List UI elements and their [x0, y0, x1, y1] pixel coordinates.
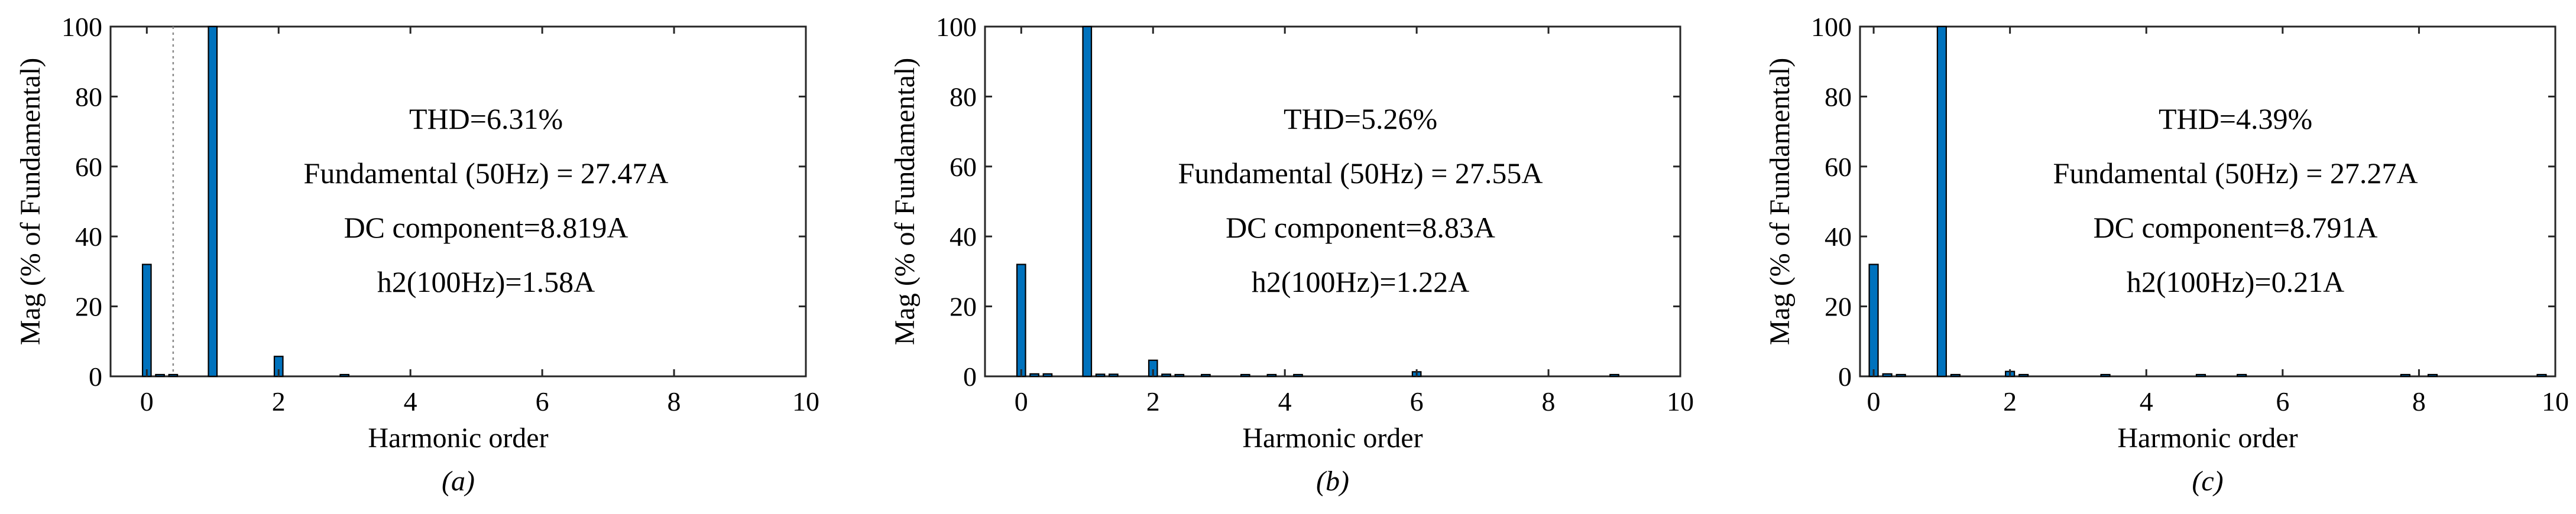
bar-h9.8: [2536, 373, 2547, 378]
bar-h0: [1868, 263, 1879, 378]
plot-frame: [984, 25, 1681, 378]
x-tick-label: 0: [1867, 386, 1881, 417]
x-tick-label: 8: [668, 386, 681, 417]
bar-h2.8: [1201, 373, 1211, 378]
x-tick-label: 10: [2542, 386, 2569, 417]
x-tick-label: 10: [792, 386, 819, 417]
panel-caption: (a): [442, 466, 475, 497]
x-tick-label: 2: [272, 386, 286, 417]
annotation-line-3: DC component=8.819A: [344, 211, 628, 244]
bar-h1.2: [1950, 373, 1961, 378]
annotation-line-4: h2(100Hz)=1.22A: [1252, 265, 1469, 298]
annotation-line-2: Fundamental (50Hz) = 27.27A: [2053, 157, 2418, 190]
x-tick-label: 8: [1542, 386, 1556, 417]
annotation-line-4: h2(100Hz)=0.21A: [2127, 265, 2344, 298]
x-tick-label: 0: [1015, 386, 1028, 417]
y-tick-label: 80: [950, 82, 977, 112]
y-tick-label: 100: [61, 12, 102, 42]
bar-h5.4: [2237, 373, 2247, 378]
bar-h0.4: [168, 373, 179, 378]
x-tick-label: 10: [1667, 386, 1694, 417]
y-tick-label: 40: [1825, 222, 1852, 252]
bar-h2.4: [1174, 373, 1185, 378]
annotation-line-2: Fundamental (50Hz) = 27.47A: [304, 157, 669, 190]
bar-h8.2: [2427, 373, 2438, 378]
y-tick-label: 100: [1811, 12, 1852, 42]
bar-h0.4: [1895, 373, 1906, 378]
x-tick-label: 0: [140, 386, 154, 417]
bar-h4.8: [2195, 373, 2206, 378]
bar-h0.2: [155, 373, 165, 378]
x-tick-label: 6: [536, 386, 549, 417]
bar-h1: [1082, 25, 1093, 378]
x-axis-label: Harmonic order: [1242, 422, 1423, 454]
annotation-line-4: h2(100Hz)=1.58A: [377, 265, 595, 298]
bar-h3: [339, 373, 350, 378]
bar-h0.2: [1029, 373, 1039, 378]
x-tick-label: 2: [1146, 386, 1160, 417]
y-tick-label: 60: [75, 152, 102, 182]
annotation-line-1: THD=6.31%: [409, 102, 563, 135]
x-tick-label: 8: [2412, 386, 2426, 417]
y-axis-label: Mag (% of Fundamental): [889, 58, 921, 346]
y-tick-label: 20: [950, 292, 977, 322]
plot-frame: [109, 25, 807, 378]
annotation-line-1: THD=5.26%: [1284, 102, 1437, 135]
panel-caption: (c): [2192, 466, 2223, 497]
bar-h0: [141, 263, 152, 378]
bar-h3.8: [1266, 373, 1277, 378]
bar-h0.4: [1042, 373, 1053, 378]
x-tick-label: 4: [404, 386, 417, 417]
annotation-line-1: THD=4.39%: [2159, 102, 2312, 135]
plot-frame: [1859, 25, 2556, 378]
x-tick-label: 6: [2276, 386, 2289, 417]
y-tick-label: 40: [75, 222, 102, 252]
bar-h0.2: [1882, 373, 1893, 378]
y-tick-label: 20: [1825, 292, 1852, 322]
panel-caption: (b): [1316, 466, 1349, 497]
y-tick-label: 100: [936, 12, 977, 42]
bar-h7.8: [2400, 373, 2410, 378]
y-tick-label: 0: [89, 362, 102, 392]
bar-h3.4: [1240, 373, 1250, 378]
bar-h1.2: [1095, 373, 1106, 378]
y-tick-label: 60: [950, 152, 977, 182]
bar-h4.2: [1293, 373, 1303, 378]
bar-h3.4: [2100, 373, 2111, 378]
y-tick-label: 0: [963, 362, 977, 392]
bar-h9: [1609, 373, 1619, 378]
bar-h1: [208, 25, 218, 378]
x-axis-label: Harmonic order: [2117, 422, 2298, 454]
x-tick-label: 4: [2140, 386, 2153, 417]
bar-h1: [1936, 25, 1947, 378]
bar-h2.2: [1161, 373, 1171, 378]
x-tick-label: 6: [1410, 386, 1424, 417]
x-axis-label: Harmonic order: [368, 422, 548, 454]
y-tick-label: 20: [75, 292, 102, 322]
y-tick-label: 60: [1825, 152, 1852, 182]
y-tick-label: 40: [950, 222, 977, 252]
bar-h2.2: [2018, 373, 2029, 378]
y-tick-label: 80: [75, 82, 102, 112]
x-tick-label: 2: [2003, 386, 2017, 417]
y-axis-label: Mag (% of Fundamental): [1764, 58, 1796, 346]
bar-h0: [1016, 263, 1026, 378]
annotation-line-3: DC component=8.83A: [1226, 211, 1495, 244]
x-tick-label: 4: [1278, 386, 1292, 417]
bar-h1.4: [1109, 373, 1119, 378]
y-tick-label: 0: [1838, 362, 1852, 392]
y-tick-label: 80: [1825, 82, 1852, 112]
annotation-line-3: DC component=8.791A: [2094, 211, 2378, 244]
y-axis-label: Mag (% of Fundamental): [15, 58, 46, 346]
annotation-line-2: Fundamental (50Hz) = 27.55A: [1178, 157, 1543, 190]
